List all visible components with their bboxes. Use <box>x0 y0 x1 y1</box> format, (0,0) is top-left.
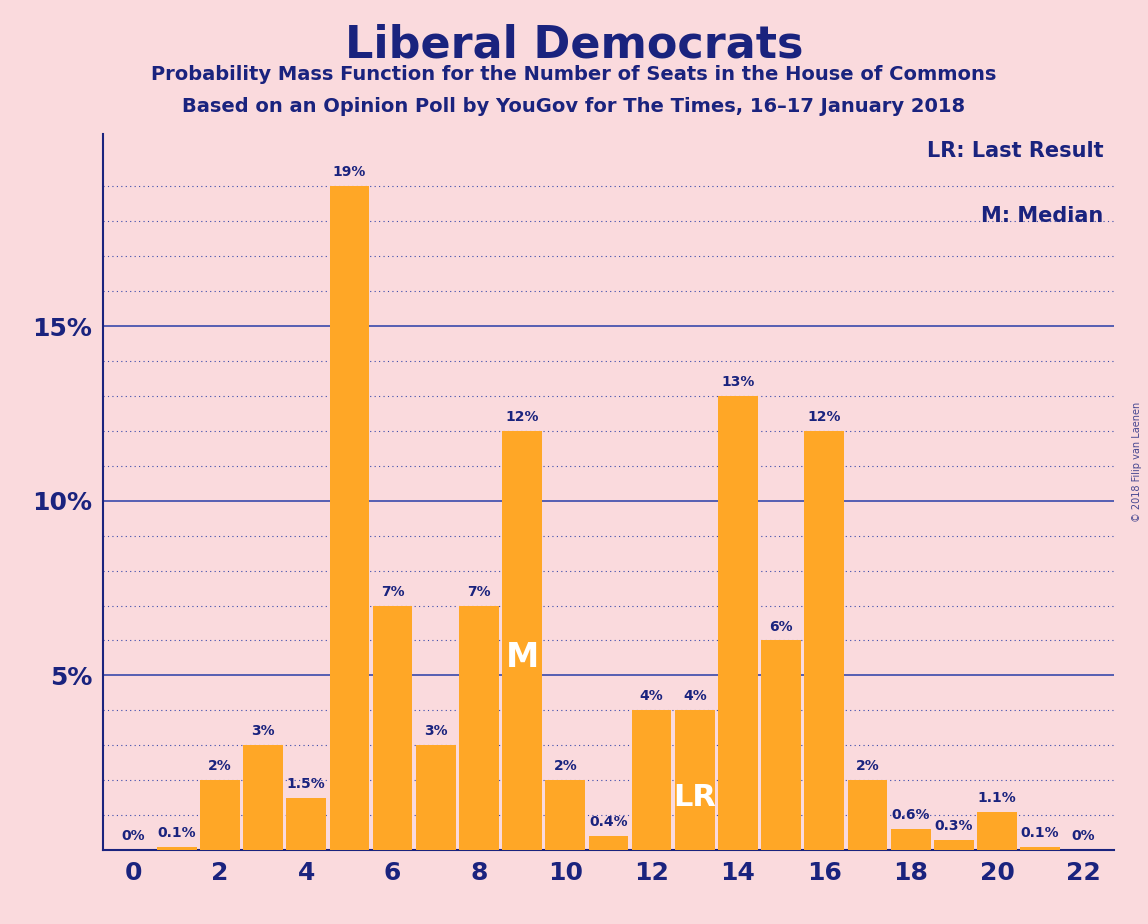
Bar <box>761 640 801 850</box>
Text: 3%: 3% <box>424 724 448 738</box>
Text: 19%: 19% <box>333 165 366 179</box>
Bar <box>847 780 887 850</box>
Text: 4%: 4% <box>639 689 664 703</box>
Text: LR: Last Result: LR: Last Result <box>926 141 1103 161</box>
Text: 7%: 7% <box>467 585 490 599</box>
Bar <box>891 829 931 850</box>
Bar <box>977 811 1017 850</box>
Bar <box>675 711 715 850</box>
Text: LR: LR <box>674 784 716 812</box>
Text: 12%: 12% <box>807 410 841 424</box>
Bar <box>243 746 282 850</box>
Bar <box>502 431 542 850</box>
Text: 0.3%: 0.3% <box>934 819 974 833</box>
Text: Liberal Democrats: Liberal Democrats <box>344 23 804 67</box>
Text: 0.1%: 0.1% <box>1021 826 1060 840</box>
Text: 2%: 2% <box>553 760 577 773</box>
Text: 1.5%: 1.5% <box>287 777 326 791</box>
Text: 0.1%: 0.1% <box>157 826 196 840</box>
Text: Based on an Opinion Poll by YouGov for The Times, 16–17 January 2018: Based on an Opinion Poll by YouGov for T… <box>183 97 965 116</box>
Text: 0.4%: 0.4% <box>589 815 628 829</box>
Text: 6%: 6% <box>769 619 793 634</box>
Bar <box>934 840 974 850</box>
Bar <box>719 396 758 850</box>
Text: Probability Mass Function for the Number of Seats in the House of Commons: Probability Mass Function for the Number… <box>152 65 996 84</box>
Text: 4%: 4% <box>683 689 707 703</box>
Bar <box>416 746 456 850</box>
Text: 0%: 0% <box>122 829 146 843</box>
Bar <box>631 711 672 850</box>
Text: 0.6%: 0.6% <box>891 808 930 822</box>
Text: 1.1%: 1.1% <box>978 791 1016 805</box>
Text: 13%: 13% <box>721 375 754 389</box>
Text: M: Median: M: Median <box>982 206 1103 225</box>
Bar <box>373 605 412 850</box>
Bar <box>200 780 240 850</box>
Text: 12%: 12% <box>505 410 538 424</box>
Bar <box>1021 846 1060 850</box>
Bar <box>805 431 844 850</box>
Text: 0%: 0% <box>1071 829 1095 843</box>
Bar <box>329 187 370 850</box>
Bar <box>589 836 628 850</box>
Text: 7%: 7% <box>381 585 404 599</box>
Text: 2%: 2% <box>208 760 232 773</box>
Text: M: M <box>505 641 538 675</box>
Bar <box>157 846 196 850</box>
Bar <box>286 797 326 850</box>
Text: © 2018 Filip van Laenen: © 2018 Filip van Laenen <box>1132 402 1142 522</box>
Text: 2%: 2% <box>855 760 879 773</box>
Bar <box>459 605 498 850</box>
Text: 3%: 3% <box>251 724 274 738</box>
Bar <box>545 780 585 850</box>
